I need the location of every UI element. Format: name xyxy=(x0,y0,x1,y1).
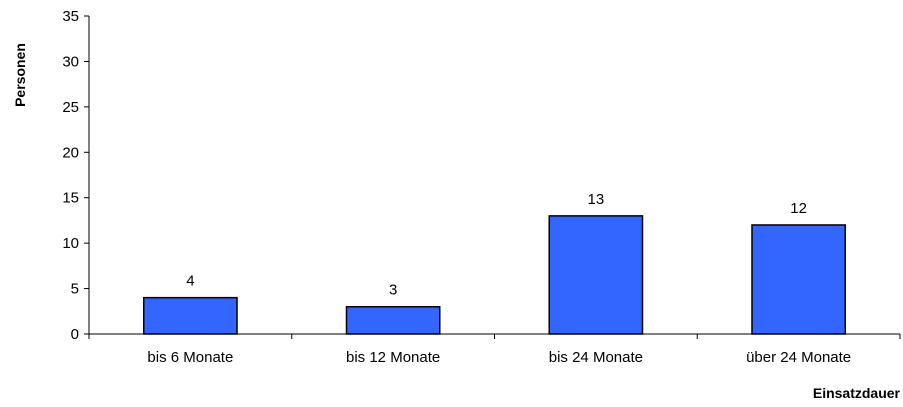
category-label: bis 6 Monate xyxy=(147,349,233,366)
data-label: 13 xyxy=(588,191,605,208)
y-tick-label: 5 xyxy=(71,281,79,298)
y-tick-label: 10 xyxy=(62,235,79,252)
data-labels: 4 3 13 12 xyxy=(186,191,807,299)
y-tick-label: 25 xyxy=(62,99,79,116)
data-label: 12 xyxy=(790,200,807,217)
x-axis-title: Einsatzdauer xyxy=(813,385,901,401)
bar xyxy=(142,296,238,335)
x-axis-category-labels: bis 6 Monate bis 12 Monate bis 24 Monate üb… xyxy=(147,349,851,366)
y-tick-label: 30 xyxy=(62,53,79,70)
bar xyxy=(548,215,644,335)
bars xyxy=(142,215,847,335)
data-label: 3 xyxy=(389,282,397,299)
y-axis-title: Personen xyxy=(12,43,28,107)
data-label: 4 xyxy=(186,273,194,290)
category-label: bis 24 Monate xyxy=(549,349,643,366)
bar xyxy=(751,224,847,335)
y-tick-label: 15 xyxy=(62,190,79,207)
category-label: über 24 Monate xyxy=(746,349,851,366)
y-tick-label: 35 xyxy=(62,8,79,25)
category-label: bis 12 Monate xyxy=(346,349,440,366)
bar xyxy=(345,305,441,335)
y-axis-tick-labels: 0 5 10 15 20 25 30 35 xyxy=(62,8,79,343)
y-tick-label: 0 xyxy=(71,326,79,343)
x-axis-ticks xyxy=(88,334,901,339)
y-tick-label: 20 xyxy=(62,144,79,161)
y-axis-ticks xyxy=(84,15,89,335)
